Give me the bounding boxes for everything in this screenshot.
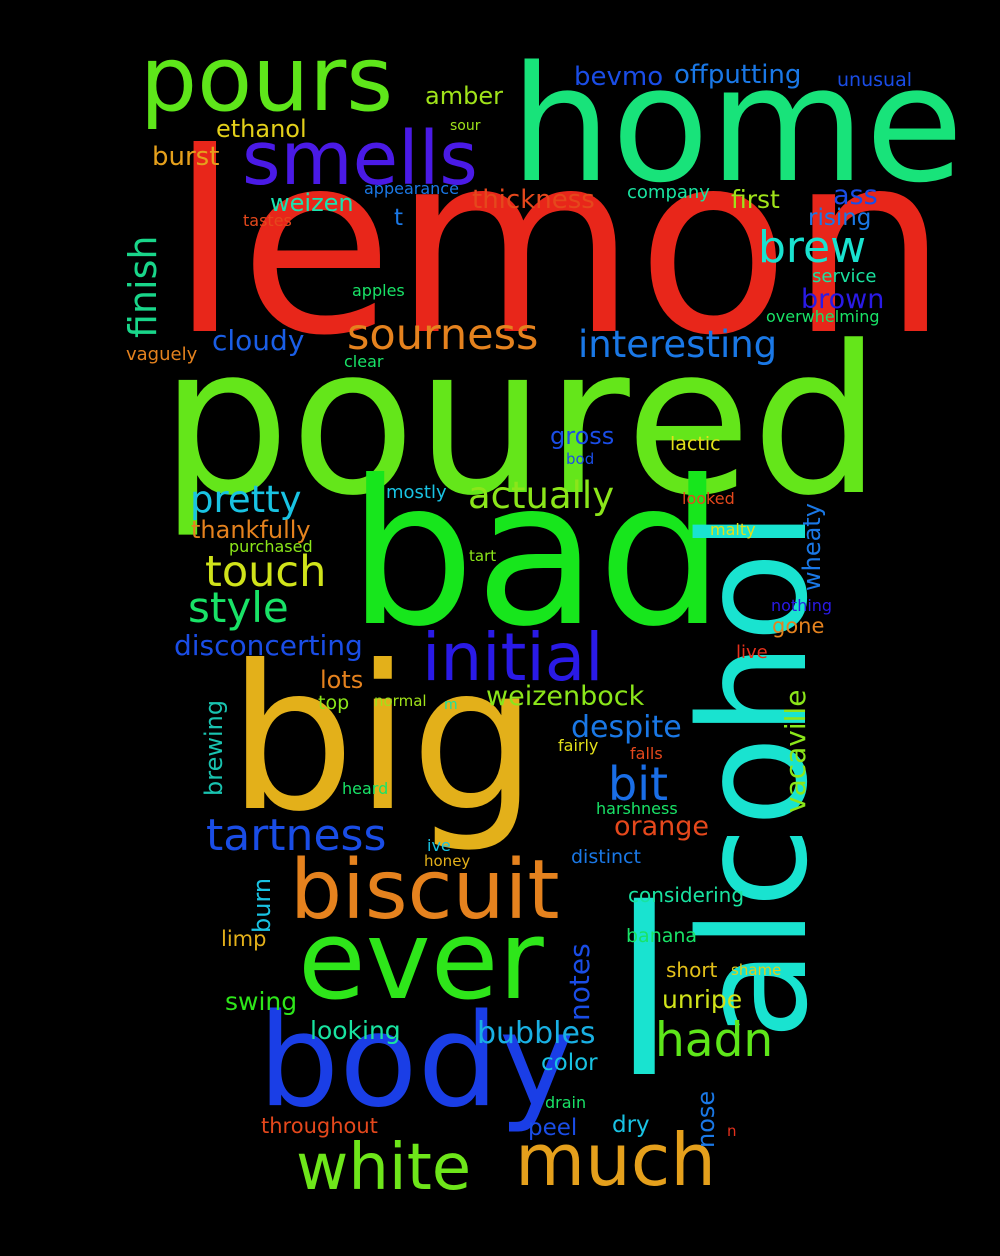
word-hadn: hadn <box>655 1013 774 1068</box>
word-sour: sour <box>450 118 481 134</box>
word-normal: normal <box>374 692 427 710</box>
word-m: m <box>444 697 458 713</box>
word-banana: banana <box>626 925 698 947</box>
word-bit: bit <box>608 757 669 811</box>
word-lots: lots <box>320 666 364 694</box>
word-white: white <box>296 1131 472 1205</box>
word-ive: ive <box>427 836 451 855</box>
word-lemon: lemon <box>170 99 949 390</box>
word-honey: honey <box>424 852 471 870</box>
word-short: short <box>666 958 718 982</box>
word-throughout: throughout <box>261 1114 378 1138</box>
word-notes: notes <box>563 943 596 1021</box>
word-smells: smells <box>242 116 478 202</box>
word-interesting: interesting <box>578 323 778 366</box>
word-weizenbock: weizenbock <box>486 681 645 712</box>
word-style: style <box>188 583 289 632</box>
word-cloudy: cloudy <box>212 324 305 357</box>
word-brown: brown <box>801 284 885 315</box>
word-tart: tart <box>469 547 497 565</box>
word-service: service <box>812 266 877 287</box>
word-falls: falls <box>630 744 663 763</box>
word-looking: looking <box>310 1016 401 1045</box>
word-harshness: harshness <box>596 799 678 818</box>
word-wheaty: wheaty <box>798 503 826 591</box>
word-pours: pours <box>140 27 394 132</box>
word-finish: finish <box>121 235 165 338</box>
word-nose: nose <box>692 1090 720 1148</box>
word-t: t <box>394 205 404 231</box>
word-brew: brew <box>758 222 867 273</box>
word-offputting: offputting <box>674 60 802 90</box>
word-weizen: weizen <box>270 189 354 217</box>
word-first: first <box>731 185 780 214</box>
word-sourness: sourness <box>347 310 539 360</box>
word-considering: considering <box>628 883 745 907</box>
word-unripe: unripe <box>662 985 743 1014</box>
word-clear: clear <box>344 352 384 371</box>
word-bevmo: bevmo <box>574 62 664 92</box>
word-appearance: appearance <box>364 179 459 198</box>
word-ethanol: ethanol <box>216 115 307 143</box>
word-l: l <box>612 859 677 1129</box>
word-shame: shame <box>731 961 782 979</box>
word-gone: gone <box>772 614 825 638</box>
word-ever: ever <box>298 896 544 1024</box>
word-burst: burst <box>152 142 220 172</box>
word-heard: heard <box>342 779 389 798</box>
word-body: body <box>258 987 575 1136</box>
word-limp: limp <box>221 927 267 951</box>
word-purchased: purchased <box>229 537 313 556</box>
word-gross: gross <box>550 422 615 450</box>
word-n: n <box>727 1122 737 1140</box>
word-vaguely: vaguely <box>126 344 198 365</box>
word-ass: ass <box>833 180 878 211</box>
word-biscuit: biscuit <box>290 843 560 938</box>
word-orange: orange <box>614 811 710 842</box>
word-initial: initial <box>422 619 604 696</box>
word-apples: apples <box>352 281 405 300</box>
word-nothing: nothing <box>771 596 833 615</box>
word-big: big <box>228 623 538 856</box>
word-amber: amber <box>425 82 503 110</box>
word-thickness: thickness <box>472 185 595 215</box>
word-mostly: mostly <box>386 482 447 503</box>
word-unusual: unusual <box>837 69 912 91</box>
word-tartness: tartness <box>206 810 387 861</box>
word-actually: actually <box>468 474 615 517</box>
word-much: much <box>515 1118 716 1202</box>
word-peel: peel <box>528 1115 578 1141</box>
word-company: company <box>627 182 710 203</box>
word-drain: drain <box>545 1093 587 1112</box>
word-rising: rising <box>808 205 872 231</box>
word-brewing: brewing <box>200 699 228 796</box>
word-pretty: pretty <box>190 478 302 521</box>
word-dry: dry <box>612 1112 650 1138</box>
word-lactic: lactic <box>670 433 721 455</box>
word-color: color <box>541 1050 598 1076</box>
word-tastes: tastes <box>243 211 292 230</box>
word-malty: malty <box>710 520 756 539</box>
word-fairly: fairly <box>558 736 599 755</box>
word-burn: burn <box>248 877 276 933</box>
word-looked: looked <box>682 489 735 508</box>
word-swing: swing <box>225 987 298 1016</box>
word-live: live <box>736 642 768 663</box>
word-vacaville: vacaville <box>779 689 812 813</box>
word-bad: bad <box>348 438 725 671</box>
word-disconcerting: disconcerting <box>174 629 363 662</box>
word-thankfully: thankfully <box>191 516 311 544</box>
word-touch: touch <box>205 547 327 597</box>
word-poured: poured <box>160 303 882 541</box>
word-overwhelming: overwhelming <box>766 307 880 326</box>
word-bod: bod <box>566 450 595 468</box>
word-distinct: distinct <box>571 846 641 868</box>
word-home: home <box>510 31 964 218</box>
word-top: top <box>318 692 350 714</box>
word-bubbles: bubbles <box>477 1016 596 1051</box>
word-despite: despite <box>571 710 682 745</box>
